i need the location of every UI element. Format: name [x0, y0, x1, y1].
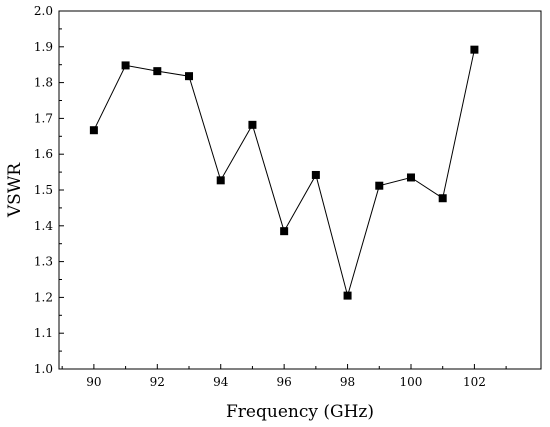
- y-axis-title: VSWR: [5, 162, 25, 218]
- x-tick-label: 94: [213, 375, 229, 389]
- series-layer: [89, 45, 479, 300]
- x-axis-title: Frequency (GHz): [226, 402, 374, 422]
- x-tick-label: 98: [340, 375, 355, 389]
- y-tick-label: 1.1: [34, 326, 53, 340]
- data-point: [375, 181, 384, 190]
- series-line: [93, 49, 475, 298]
- x-tick-label: 92: [150, 375, 165, 389]
- data-point: [343, 291, 352, 300]
- x-tick-label: 100: [400, 375, 423, 389]
- x-axis-ticks: 90 92 94 96 98 100 102: [61, 364, 507, 389]
- y-tick-label: 1.6: [34, 147, 53, 161]
- y-tick-label: 1.7: [34, 111, 53, 125]
- data-point: [185, 72, 194, 81]
- x-tick-label: 96: [277, 375, 292, 389]
- y-tick-label: 1.8: [34, 76, 53, 90]
- plot-frame: [58, 10, 542, 370]
- y-tick-label: 1.9: [34, 40, 53, 54]
- data-point: [153, 67, 162, 76]
- data-point: [406, 173, 415, 182]
- data-point: [280, 227, 289, 236]
- y-tick-label: 2.0: [34, 4, 53, 18]
- data-point: [216, 176, 225, 185]
- data-point: [248, 120, 257, 129]
- y-tick-label: 1.0: [34, 362, 53, 376]
- data-point: [89, 126, 98, 135]
- data-point: [121, 61, 130, 70]
- y-axis-ticks: 1.0 1.1 1.2 1.3 1.4 1.5 1.6 1.7 1.8 1.9 2.0: [34, 4, 64, 376]
- x-tick-label: 90: [86, 375, 101, 389]
- data-point: [311, 170, 320, 179]
- data-point: [470, 45, 479, 54]
- y-tick-label: 1.5: [34, 183, 53, 197]
- x-tick-label: 102: [463, 375, 486, 389]
- data-point: [438, 194, 447, 203]
- y-tick-label: 1.4: [34, 219, 53, 233]
- y-tick-label: 1.3: [34, 255, 53, 269]
- y-tick-label: 1.2: [34, 290, 53, 304]
